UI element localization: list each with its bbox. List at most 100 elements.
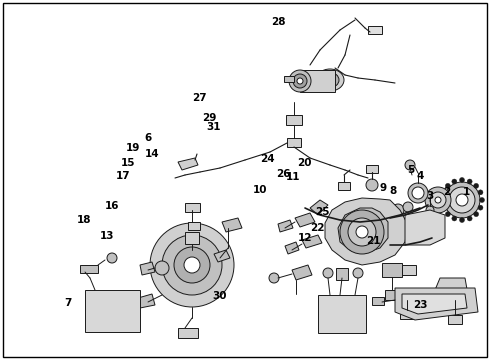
Text: 13: 13 — [99, 231, 114, 241]
Polygon shape — [310, 200, 328, 215]
Text: 22: 22 — [310, 222, 325, 233]
Bar — [372, 297, 384, 305]
Polygon shape — [395, 288, 478, 320]
Ellipse shape — [316, 69, 344, 91]
Polygon shape — [402, 294, 467, 314]
Circle shape — [445, 212, 450, 217]
Polygon shape — [435, 278, 468, 300]
Circle shape — [425, 187, 451, 213]
Text: 5: 5 — [407, 165, 414, 175]
Text: 8: 8 — [390, 186, 396, 196]
Text: 1: 1 — [463, 186, 470, 197]
Circle shape — [467, 179, 472, 184]
Text: 21: 21 — [366, 236, 381, 246]
Circle shape — [440, 198, 444, 202]
Text: 17: 17 — [116, 171, 131, 181]
Circle shape — [478, 205, 483, 210]
Circle shape — [452, 216, 457, 221]
Circle shape — [323, 268, 333, 278]
Text: 3: 3 — [427, 191, 434, 201]
Circle shape — [467, 216, 472, 221]
Bar — [188, 222, 200, 230]
Bar — [382, 263, 402, 277]
Bar — [178, 328, 198, 338]
Ellipse shape — [293, 74, 307, 88]
Polygon shape — [292, 265, 312, 280]
Text: 4: 4 — [416, 171, 424, 181]
Polygon shape — [336, 268, 348, 280]
Polygon shape — [325, 198, 408, 265]
Polygon shape — [178, 158, 198, 170]
Text: 15: 15 — [121, 158, 136, 168]
Circle shape — [366, 179, 378, 191]
Bar — [402, 265, 416, 275]
Circle shape — [435, 197, 441, 203]
Text: 25: 25 — [315, 207, 330, 217]
Circle shape — [353, 268, 363, 278]
Circle shape — [480, 198, 485, 202]
Bar — [185, 232, 199, 244]
Text: 11: 11 — [286, 172, 300, 182]
Circle shape — [441, 190, 446, 195]
Polygon shape — [302, 235, 322, 248]
Circle shape — [408, 183, 428, 203]
Circle shape — [460, 177, 465, 183]
Bar — [286, 115, 302, 125]
Polygon shape — [278, 220, 293, 232]
Text: 30: 30 — [212, 291, 227, 301]
Circle shape — [107, 253, 117, 263]
Circle shape — [474, 183, 479, 188]
Text: 29: 29 — [202, 113, 217, 123]
Circle shape — [155, 261, 169, 275]
Bar — [398, 288, 416, 300]
Circle shape — [356, 226, 368, 238]
Circle shape — [405, 160, 415, 170]
Polygon shape — [140, 262, 155, 275]
Circle shape — [412, 187, 424, 199]
Bar — [338, 182, 350, 190]
Text: 6: 6 — [145, 132, 151, 143]
Text: 12: 12 — [297, 233, 312, 243]
Bar — [284, 76, 294, 82]
Ellipse shape — [326, 77, 334, 84]
Circle shape — [449, 187, 475, 213]
Bar — [85, 290, 140, 332]
Text: 19: 19 — [126, 143, 141, 153]
Ellipse shape — [321, 72, 339, 87]
Text: 18: 18 — [77, 215, 92, 225]
Bar — [287, 138, 301, 147]
Circle shape — [430, 192, 446, 208]
Circle shape — [162, 235, 222, 295]
Circle shape — [184, 257, 200, 273]
Text: 27: 27 — [193, 93, 207, 103]
Bar — [400, 310, 414, 319]
Circle shape — [340, 210, 384, 254]
Bar — [448, 315, 462, 324]
Circle shape — [348, 218, 376, 246]
Text: 23: 23 — [413, 300, 428, 310]
Circle shape — [392, 204, 404, 216]
Circle shape — [150, 223, 234, 307]
Polygon shape — [285, 242, 299, 254]
Circle shape — [269, 273, 279, 283]
Circle shape — [174, 247, 210, 283]
Text: 14: 14 — [145, 149, 159, 159]
Circle shape — [460, 217, 465, 222]
Circle shape — [441, 205, 446, 210]
Bar — [366, 165, 378, 173]
Text: 26: 26 — [276, 168, 291, 179]
Circle shape — [456, 194, 468, 206]
Text: 20: 20 — [297, 158, 312, 168]
Bar — [385, 290, 399, 300]
Text: 10: 10 — [252, 185, 267, 195]
Bar — [185, 203, 200, 212]
Polygon shape — [405, 210, 445, 245]
Circle shape — [474, 212, 479, 217]
Circle shape — [445, 183, 450, 188]
Polygon shape — [138, 294, 155, 308]
Bar — [368, 26, 382, 34]
Polygon shape — [222, 218, 242, 232]
Text: 28: 28 — [271, 17, 286, 27]
Ellipse shape — [289, 70, 311, 92]
Text: 24: 24 — [260, 154, 274, 164]
